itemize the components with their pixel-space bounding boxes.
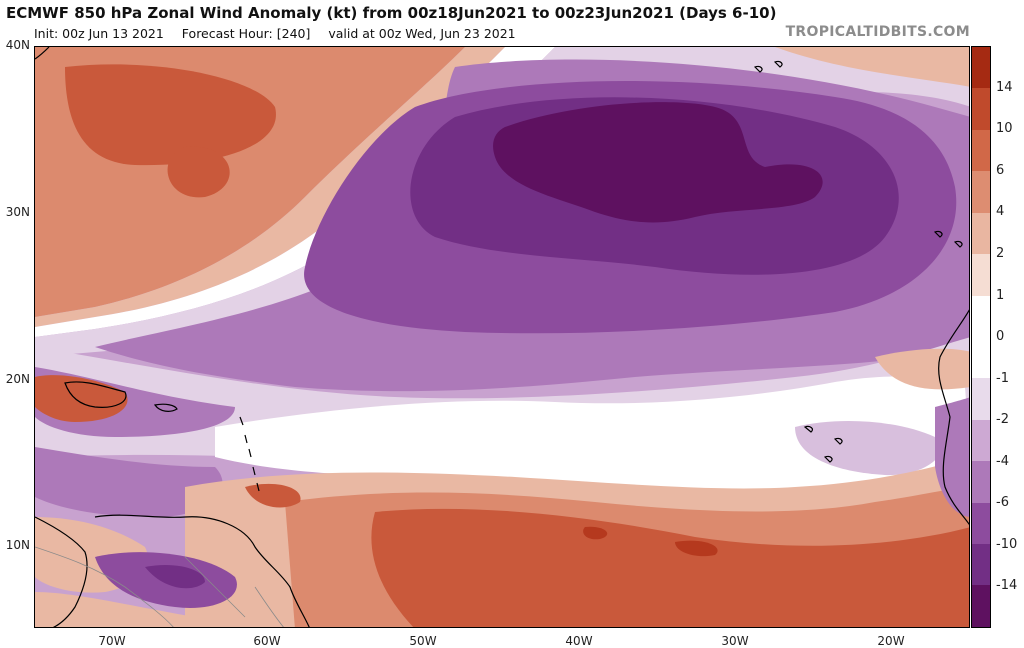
lon-label-70w: 70W	[98, 634, 126, 648]
colorbar-label: -2	[996, 412, 1009, 427]
south-red-dark-blob-2	[583, 526, 608, 540]
colorbar-label: -14	[996, 578, 1018, 593]
north-red-core	[65, 64, 276, 166]
colorbar-label: 0	[996, 329, 1005, 344]
colorbar-swatch	[972, 502, 990, 545]
south-red-dark-blob	[675, 540, 718, 557]
puerto-rico-coast	[153, 403, 178, 412]
lat-label-40n: 40N	[5, 38, 30, 52]
east-purple-patch	[935, 397, 969, 517]
lon-label-20w: 20W	[877, 634, 905, 648]
lat-label-20n: 20N	[5, 372, 30, 386]
south-red-med	[371, 508, 969, 627]
colorbar-label: -10	[996, 537, 1018, 552]
colorbar-label: 10	[996, 121, 1013, 136]
colorbar-swatch	[972, 336, 990, 379]
colorbar-swatch	[972, 585, 990, 627]
south-america-north-coast	[94, 514, 310, 627]
colorbar-label: 2	[996, 246, 1005, 261]
colorbar-label: 4	[996, 204, 1005, 219]
site-credit: TROPICALTIDBITS.COM	[785, 24, 970, 40]
lon-label-40w: 40W	[565, 634, 593, 648]
colorbar	[971, 46, 991, 628]
colorbar-swatch	[972, 171, 990, 213]
colorbar-label: -1	[996, 371, 1009, 386]
colorbar-swatch	[972, 47, 990, 89]
anomaly-map	[34, 46, 970, 628]
colorbar-swatch	[972, 254, 990, 296]
cape-verde	[803, 425, 843, 463]
east-salmon-patch	[875, 348, 969, 390]
lon-label-50w: 50W	[409, 634, 437, 648]
colorbar-label: 6	[996, 163, 1005, 178]
caribbean-purple-dark	[145, 564, 205, 589]
colorbar-swatch	[972, 88, 990, 130]
lon-label-60w: 60W	[253, 634, 281, 648]
north-red-core-2	[167, 146, 230, 198]
map-subtitle: Init: 00z Jun 13 2021 Forecast Hour: [24…	[34, 26, 530, 41]
colorbar-swatch	[972, 544, 990, 586]
ne-salmon	[775, 47, 969, 87]
central-america-coast	[35, 516, 88, 627]
lat-label-10n: 10N	[5, 538, 30, 552]
coastlines	[35, 47, 969, 627]
init-time: Init: 00z Jun 13 2021	[34, 26, 164, 41]
lat-label-30n: 30N	[5, 205, 30, 219]
sw-purple-patch	[35, 447, 223, 517]
lon-label-30w: 30W	[721, 634, 749, 648]
colorbar-label: -6	[996, 495, 1009, 510]
valid-time: valid at 00z Wed, Jun 23 2021	[328, 26, 516, 41]
tropical-white	[215, 376, 969, 500]
colorbar-swatch	[972, 295, 990, 337]
colorbar-swatch	[972, 461, 990, 503]
colorbar-label: -4	[996, 454, 1009, 469]
colorbar-swatch	[972, 129, 990, 172]
caribbean-pink-south	[35, 592, 212, 627]
country-borders	[35, 546, 284, 627]
colorbar-label: 14	[996, 80, 1013, 95]
azores	[753, 60, 783, 73]
hispaniola-coast	[64, 381, 127, 408]
canary-islands	[933, 230, 963, 248]
africa-coast	[938, 309, 969, 526]
colorbar-swatch	[972, 419, 990, 462]
colorbar-label: 1	[996, 288, 1005, 303]
map-title: ECMWF 850 hPa Zonal Wind Anomaly (kt) fr…	[6, 4, 777, 22]
colorbar-swatch	[972, 212, 990, 255]
purple-deepest-core	[493, 102, 823, 223]
lesser-antilles	[239, 416, 260, 492]
forecast-hour: Forecast Hour: [240]	[181, 26, 311, 41]
us-east-coast	[35, 47, 50, 60]
tropical-lav-patch	[795, 421, 942, 476]
colorbar-swatch	[972, 378, 990, 420]
